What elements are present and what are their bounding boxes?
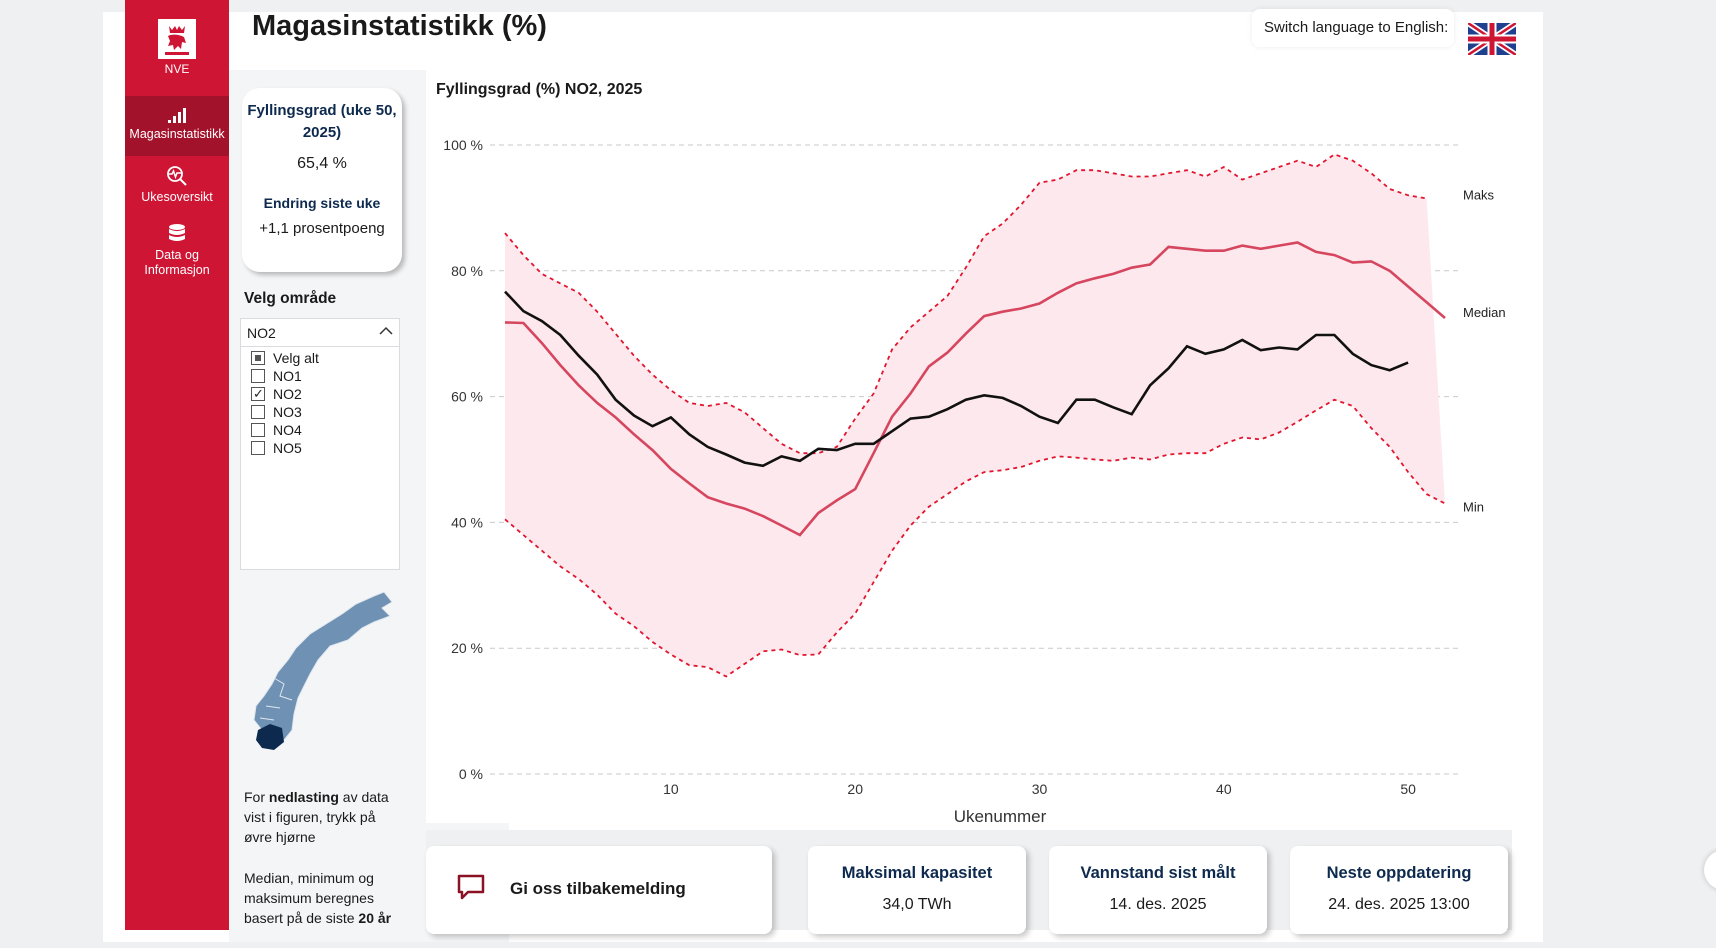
page-title: Magasinstatistikk (%) <box>252 10 547 42</box>
y-tick-label: 60 % <box>451 389 483 405</box>
water-level-card: Vannstand sist målt 14. des. 2025 <box>1049 846 1267 934</box>
checkbox[interactable] <box>251 369 265 383</box>
checkbox[interactable] <box>251 385 265 403</box>
sidebar: NVE Magasinstatistikk Ukesoversikt Data … <box>125 0 229 930</box>
lion-crest-icon <box>158 19 196 59</box>
y-tick-label: 0 % <box>459 766 483 782</box>
area-slicer[interactable]: NO2 Velg alt NO1 NO2 NO3 NO4 NO5 <box>240 318 400 570</box>
option-no3[interactable]: NO3 <box>241 403 399 421</box>
language-switch-label: Switch language to English: <box>1252 9 1454 47</box>
series-median-line <box>504 241 1446 537</box>
checkbox[interactable] <box>251 405 265 419</box>
capacity-card: Maksimal kapasitet 34,0 TWh <box>808 846 1026 934</box>
series-2025-line <box>504 290 1409 468</box>
option-velg-alt[interactable]: Velg alt <box>241 349 399 367</box>
note-text: Median, minimum og maksimum beregnes bas… <box>244 870 374 926</box>
chart-title: Fyllingsgrad (%) NO2, 2025 <box>436 81 643 98</box>
uk-flag-icon[interactable] <box>1468 23 1516 55</box>
card-title: Vannstand sist målt <box>1080 864 1236 882</box>
option-no5[interactable]: NO5 <box>241 439 399 457</box>
option-label: NO5 <box>273 440 302 456</box>
card-value: 34,0 TWh <box>882 896 952 913</box>
median-note: Median, minimum og maksimum beregnes bas… <box>244 868 404 928</box>
nav-ukesoversikt[interactable]: Ukesoversikt <box>125 165 229 215</box>
option-no2[interactable]: NO2 <box>241 385 399 403</box>
checkbox[interactable] <box>251 441 265 455</box>
feedback-label: Gi oss tilbakemelding <box>510 879 686 898</box>
norway-map[interactable] <box>244 588 394 768</box>
logo-text: NVE <box>164 62 190 76</box>
note-bold: 20 år <box>358 910 392 926</box>
fill-level-title: Fyllingsgrad (uke 50, 2025) <box>247 102 397 141</box>
checkbox[interactable] <box>251 423 265 437</box>
x-axis-label: Ukenummer <box>954 807 1047 826</box>
bar-chart-icon <box>168 108 186 123</box>
y-tick-label: 80 % <box>451 263 483 279</box>
note-bold: nedlasting <box>268 789 339 805</box>
speech-bubble-icon <box>457 874 485 900</box>
database-icon <box>169 224 185 241</box>
option-label: Velg alt <box>273 350 319 366</box>
change-value: +1,1 prosentpoeng <box>259 220 385 237</box>
fill-level-value: 65,4 % <box>297 155 347 172</box>
y-tick-label: 20 % <box>451 640 483 656</box>
option-label: NO3 <box>273 404 302 420</box>
option-no4[interactable]: NO4 <box>241 421 399 439</box>
nav-label-line2: Informasjon <box>144 263 210 277</box>
line-label-median: Median <box>1463 305 1506 320</box>
checkbox[interactable] <box>251 351 265 365</box>
option-no1[interactable]: NO1 <box>241 367 399 385</box>
card-title: Neste oppdatering <box>1326 864 1472 882</box>
nav-magasinstatistikk[interactable]: Magasinstatistikk <box>125 96 229 156</box>
series-maks-line <box>504 153 1427 455</box>
note-text: For <box>244 789 269 805</box>
next-update-card: Neste oppdatering 24. des. 2025 13:00 <box>1290 846 1508 934</box>
download-note: For nedlasting av data vist i figuren, t… <box>244 787 394 847</box>
nav-label: Ukesoversikt <box>141 190 213 204</box>
option-label: NO2 <box>273 386 302 402</box>
line-label-min: Min <box>1463 500 1484 515</box>
nav-data-og-informasjon[interactable]: Data og Informasjon <box>125 223 229 283</box>
min-max-band <box>505 154 1445 677</box>
search-pulse-icon <box>167 166 187 186</box>
option-label: NO1 <box>273 368 302 384</box>
feedback-button[interactable]: Gi oss tilbakemelding <box>426 846 772 934</box>
nav-label-line1: Data og <box>155 248 199 262</box>
x-tick-label: 40 <box>1216 781 1232 797</box>
area-options: Velg alt NO1 NO2 NO3 NO4 NO5 <box>241 347 399 457</box>
x-tick-label: 30 <box>1032 781 1048 797</box>
x-tick-label: 10 <box>663 781 679 797</box>
y-tick-label: 100 % <box>443 137 483 153</box>
series-min-line <box>504 398 1446 678</box>
nav-label: Magasinstatistikk <box>129 127 225 141</box>
card-title: Maksimal kapasitet <box>841 864 993 882</box>
x-tick-label: 50 <box>1400 781 1416 797</box>
area-select-label: Velg område <box>244 290 337 307</box>
chevron-up-icon[interactable] <box>379 326 393 336</box>
nve-logo[interactable]: NVE <box>125 18 229 76</box>
area-selected-value: NO2 <box>247 325 276 341</box>
card-value: 24. des. 2025 13:00 <box>1328 896 1470 913</box>
line-label-maks: Maks <box>1463 187 1495 202</box>
change-title: Endring siste uke <box>263 195 381 211</box>
note-text: av data vist i figuren, trykk på øvre hj… <box>244 789 389 845</box>
fill-level-card: Fyllingsgrad (uke 50, 2025) 65,4 % Endri… <box>242 88 402 272</box>
scroll-handle[interactable] <box>1704 850 1716 890</box>
x-tick-label: 20 <box>847 781 863 797</box>
option-label: NO4 <box>273 422 302 438</box>
y-tick-label: 40 % <box>451 514 483 530</box>
card-value: 14. des. 2025 <box>1109 896 1207 913</box>
area-dropdown[interactable]: NO2 <box>241 319 399 347</box>
